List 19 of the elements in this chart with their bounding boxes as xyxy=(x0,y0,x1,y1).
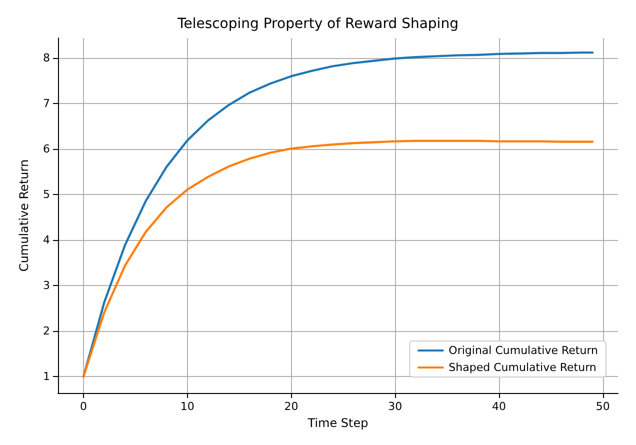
legend-label: Original Cumulative Return xyxy=(448,344,598,357)
y-tick-label: 3 xyxy=(43,279,50,292)
x-tick-label: 0 xyxy=(80,400,87,413)
x-tick-label: 50 xyxy=(596,400,610,413)
x-tick-label: 10 xyxy=(180,400,194,413)
y-tick-label: 1 xyxy=(43,370,50,384)
y-tick-label: 6 xyxy=(43,142,50,156)
x-tick-label: 20 xyxy=(284,400,298,413)
y-tick-label: 8 xyxy=(43,52,50,65)
x-axis-title: Time Step xyxy=(306,416,368,430)
y-axis-title: Cumulative Return xyxy=(17,159,31,272)
legend-label: Shaped Cumulative Return xyxy=(448,361,596,374)
y-tick-label: 5 xyxy=(43,188,50,202)
y-tick-label: 2 xyxy=(43,324,50,338)
x-tick-label: 40 xyxy=(492,400,506,413)
x-tick-label: 30 xyxy=(388,400,402,413)
y-tick-label: 7 xyxy=(43,97,50,110)
y-tick-label: 4 xyxy=(43,234,50,247)
chart-title: Telescoping Property of Reward Shaping xyxy=(176,16,458,32)
